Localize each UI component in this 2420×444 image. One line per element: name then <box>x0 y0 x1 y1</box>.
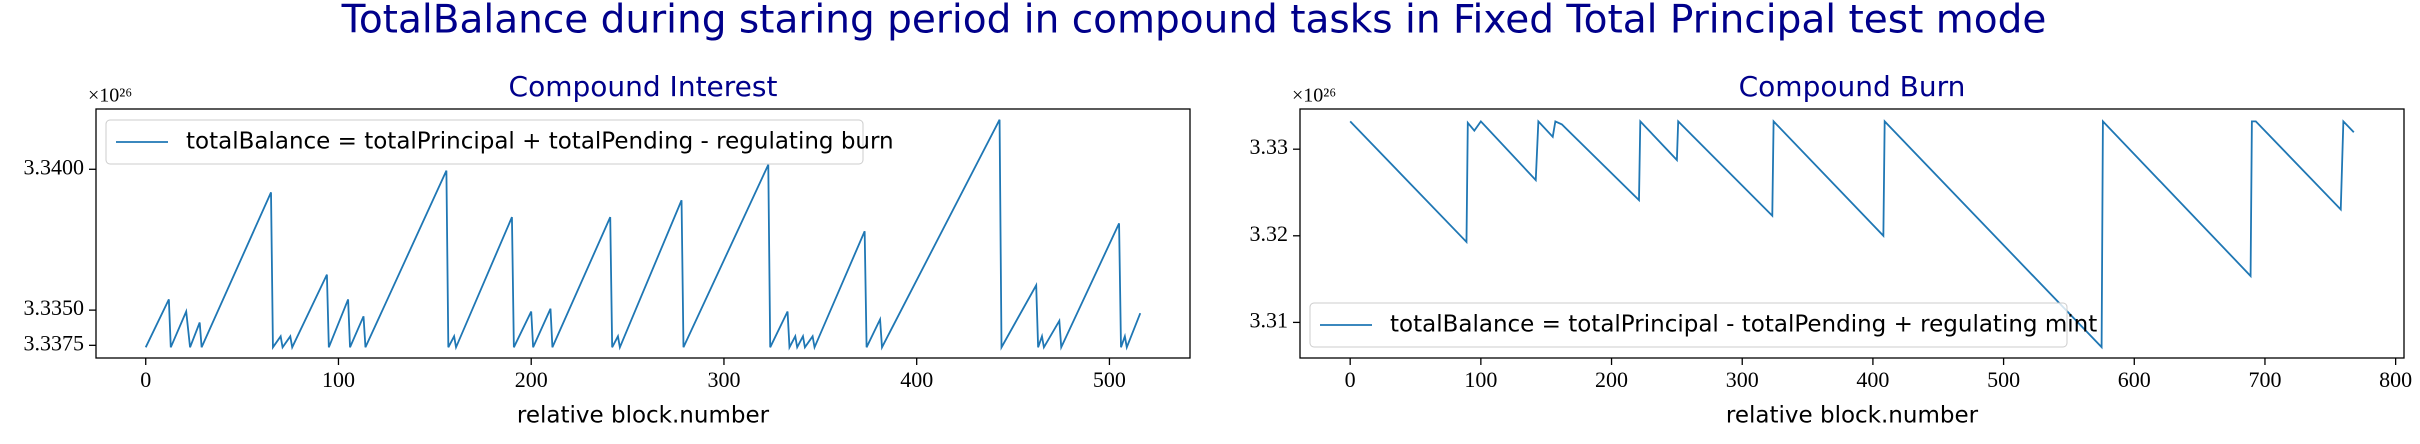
x-tick-label: 200 <box>515 367 548 392</box>
x-tick-label: 400 <box>900 367 933 392</box>
figure-title: TotalBalance during staring period in co… <box>341 0 2047 43</box>
x-tick-label: 400 <box>1856 367 1889 392</box>
y-tick-label: 3.3350 <box>24 295 85 320</box>
legend-box <box>1309 302 2068 348</box>
x-tick-label: 500 <box>1093 367 1126 392</box>
legend-box <box>105 119 864 165</box>
x-tick-label: 0 <box>1345 367 1356 392</box>
y-tick-label: 3.3400 <box>24 154 85 179</box>
y-offset-label: ×10²⁶ <box>88 85 132 107</box>
x-tick-label: 300 <box>707 367 740 392</box>
x-tick-label: 600 <box>2118 367 2151 392</box>
y-tick-label: 3.33 <box>1250 134 1289 159</box>
subplot-title: Compound Interest <box>509 70 778 103</box>
x-tick-label: 100 <box>1464 367 1497 392</box>
legend-label: totalBalance = totalPrincipal - totalPen… <box>1390 312 2097 338</box>
x-tick-label: 500 <box>1987 367 2020 392</box>
y-tick-label: 3.32 <box>1250 221 1289 246</box>
x-tick-label: 300 <box>1726 367 1759 392</box>
x-tick-label: 700 <box>2248 367 2281 392</box>
x-tick-label: 200 <box>1595 367 1628 392</box>
x-axis-label: relative block.number <box>517 403 770 429</box>
y-tick-label: 3.3375 <box>24 330 85 355</box>
x-tick-label: 800 <box>2379 367 2412 392</box>
axes-frame <box>95 108 1191 359</box>
y-offset-label: ×10²⁶ <box>1292 85 1336 107</box>
data-line <box>144 119 1142 351</box>
x-tick-label: 100 <box>322 367 355 392</box>
axes-frame <box>1299 108 2405 359</box>
x-axis-label: relative block.number <box>1726 403 1979 429</box>
data-line <box>1349 119 2355 350</box>
x-tick-label: 0 <box>140 367 151 392</box>
subplot-title: Compound Burn <box>1739 70 1966 103</box>
y-tick-label: 3.31 <box>1250 307 1289 332</box>
legend-label: totalBalance = totalPrincipal + totalPen… <box>186 129 894 155</box>
